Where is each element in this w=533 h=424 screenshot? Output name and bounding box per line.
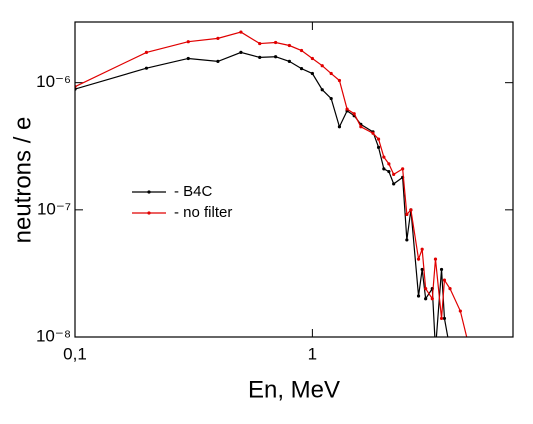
data-point	[409, 208, 413, 212]
data-point	[337, 125, 342, 129]
data-point	[468, 348, 471, 351]
data-point	[337, 78, 342, 83]
data-point	[433, 257, 438, 261]
data-point	[320, 88, 324, 92]
data-point	[416, 294, 421, 298]
data-point	[274, 40, 278, 45]
data-point	[329, 71, 333, 76]
data-point	[392, 172, 396, 176]
data-point	[387, 162, 391, 166]
data-point	[442, 316, 447, 321]
data-point	[287, 43, 291, 48]
plot-frame	[74, 21, 514, 338]
data-point	[144, 50, 149, 55]
data-point	[401, 167, 405, 171]
data-point	[371, 131, 375, 135]
data-point	[274, 55, 278, 59]
data-point	[424, 287, 428, 291]
data-point	[387, 169, 391, 174]
data-point	[320, 64, 324, 68]
data-point	[287, 59, 291, 63]
data-point	[424, 297, 428, 301]
data-point	[216, 59, 220, 63]
data-point	[258, 41, 262, 46]
data-point	[442, 278, 447, 282]
data-point	[299, 67, 304, 71]
legend-marker	[147, 190, 151, 194]
data-point	[382, 155, 386, 159]
data-point	[376, 145, 381, 149]
series-line	[75, 31, 468, 337]
data-point	[239, 30, 243, 34]
data-point	[416, 257, 421, 261]
data-point	[352, 112, 356, 116]
x-tick-label: 1	[308, 344, 317, 363]
data-point	[392, 182, 396, 186]
x-tick-label: 0,1	[63, 344, 87, 363]
data-point	[420, 247, 424, 251]
data-point	[448, 287, 452, 291]
data-point	[405, 212, 409, 217]
data-point	[310, 56, 314, 61]
y-axis-title: neutrons / e	[9, 117, 36, 244]
data-point	[310, 71, 314, 76]
data-point	[258, 55, 262, 60]
data-point	[359, 125, 363, 129]
data-point	[382, 167, 386, 171]
data-point	[144, 66, 149, 70]
data-point	[458, 309, 462, 313]
data-point	[186, 40, 190, 44]
data-point	[405, 238, 409, 242]
data-point	[439, 316, 444, 321]
series-line	[75, 51, 449, 337]
x-axis-title: En, MeV	[248, 376, 340, 403]
data-point	[439, 267, 444, 272]
data-point	[376, 137, 381, 141]
data-point	[430, 297, 434, 301]
data-point	[345, 107, 349, 111]
data-point	[186, 56, 190, 61]
legend-label: - no filter	[174, 204, 232, 221]
data-point	[329, 96, 333, 101]
legend-marker	[147, 211, 151, 215]
plot-area	[75, 30, 471, 351]
y-tick-label: 10⁻⁷	[37, 199, 71, 218]
data-point	[434, 348, 437, 351]
data-point	[448, 348, 451, 351]
data-point	[299, 48, 304, 53]
data-point	[239, 50, 243, 55]
y-tick-label: 10⁻⁶	[36, 72, 71, 91]
data-point	[216, 36, 220, 40]
data-point	[420, 267, 424, 272]
legend-label: - B4C	[174, 183, 213, 200]
y-tick-label: 10⁻⁸	[36, 326, 71, 345]
